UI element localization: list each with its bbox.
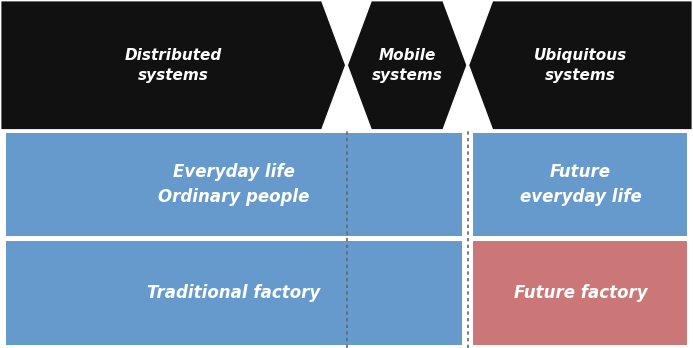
- Text: Distributed
systems: Distributed systems: [125, 48, 222, 82]
- Text: Future
everyday life: Future everyday life: [520, 163, 641, 206]
- Text: Future factory: Future factory: [514, 284, 647, 302]
- Text: Mobile
systems: Mobile systems: [371, 48, 443, 82]
- Text: Everyday life
Ordinary people: Everyday life Ordinary people: [158, 163, 310, 206]
- Bar: [473, 133, 687, 236]
- Bar: [473, 241, 687, 345]
- Bar: [6, 133, 462, 236]
- Text: Ubiquitous
systems: Ubiquitous systems: [534, 48, 627, 82]
- Polygon shape: [468, 0, 693, 130]
- Polygon shape: [346, 0, 468, 130]
- Polygon shape: [0, 0, 346, 130]
- Text: Traditional factory: Traditional factory: [148, 284, 321, 302]
- Bar: [6, 241, 462, 345]
